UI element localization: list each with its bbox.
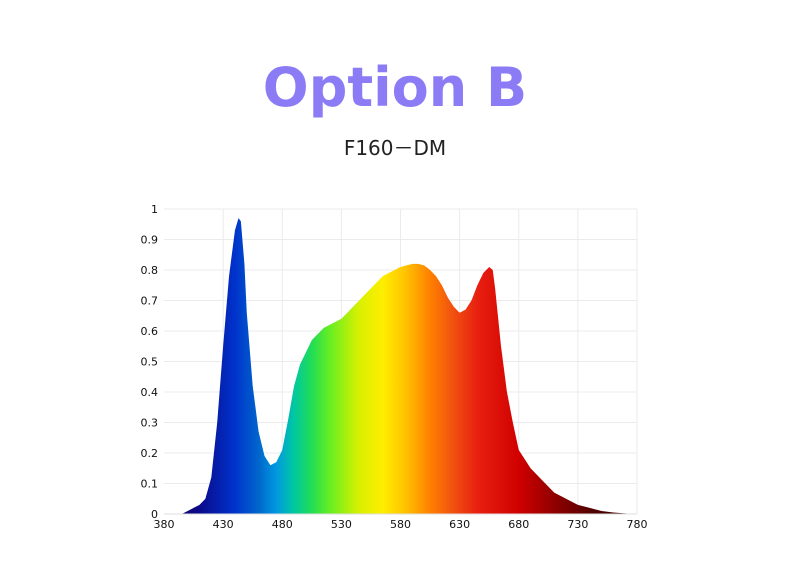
x-tick-label: 530: [331, 518, 352, 531]
model-subtitle: F160－DM: [343, 136, 447, 160]
x-tick-label: 480: [272, 518, 293, 531]
y-tick-label: 1: [151, 203, 158, 216]
y-tick-label: 0.1: [141, 478, 159, 491]
y-tick-label: 0.4: [141, 386, 159, 399]
x-tick-label: 580: [390, 518, 411, 531]
x-tick-label: 380: [154, 518, 175, 531]
y-tick-label: 0.8: [141, 264, 159, 277]
y-tick-label: 0.7: [141, 295, 159, 308]
tick-layer: 0 0.1 0.2 0.3 0.4 0.5 0.6 0.7 0.8 0.9 1 380 430 480 53…: [141, 203, 648, 531]
spectrum-area: [164, 218, 637, 514]
y-tick-label: 0: [151, 508, 158, 521]
x-tick-label: 730: [567, 518, 588, 531]
y-tick-label: 0.5: [141, 356, 159, 369]
y-tick-label: 0.6: [141, 325, 159, 338]
y-tick-label: 0.3: [141, 417, 159, 430]
x-tick-label: 630: [449, 518, 470, 531]
x-tick-label: 680: [508, 518, 529, 531]
area-layer: [164, 218, 637, 514]
page-title: Option B: [262, 56, 528, 119]
y-tick-label: 0.9: [141, 234, 159, 247]
y-tick-label: 0.2: [141, 447, 159, 460]
x-tick-label: 780: [627, 518, 648, 531]
x-tick-label: 430: [213, 518, 234, 531]
